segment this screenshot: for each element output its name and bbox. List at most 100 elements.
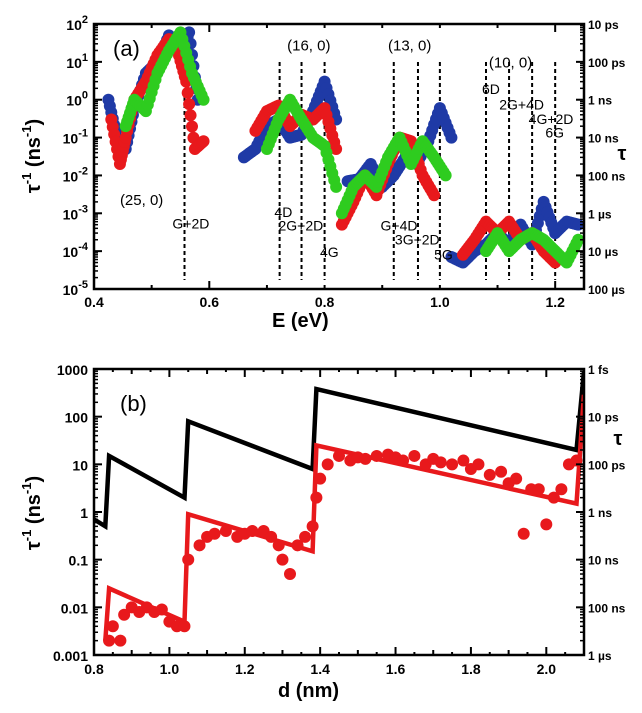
- b-xtick-label: 0.8: [84, 661, 104, 677]
- point-red-22: [272, 539, 285, 552]
- point-red-35: [370, 449, 383, 462]
- a-ytick-label: 10-2: [63, 165, 88, 184]
- point-red-42: [434, 456, 447, 469]
- a-ytick-label: 10-1: [63, 128, 88, 147]
- point-red-1: [106, 620, 119, 633]
- point-red-46: [472, 458, 485, 471]
- point-red-15: [208, 527, 221, 540]
- annotation-1: G+2D: [172, 215, 209, 231]
- point-red-0-49: [181, 86, 194, 99]
- point-red-16: [219, 524, 232, 537]
- point-red-43: [446, 458, 459, 471]
- point-red-3: [118, 608, 131, 621]
- a-rtick-label: 100 µs: [588, 283, 625, 297]
- b-xtick-label: 1.8: [461, 661, 481, 677]
- annotation-9: 3G+2D: [395, 231, 440, 247]
- point-red-50: [510, 472, 523, 485]
- b-ytick-label: 0.001: [53, 648, 88, 664]
- b-xtick-label: 2.0: [537, 661, 557, 677]
- b-rtick-label: 1 ns: [588, 506, 612, 520]
- a-ytick-label: 100: [66, 90, 88, 109]
- a-ytick-label: 10-5: [63, 279, 88, 298]
- b-ytick-label: 10: [72, 457, 88, 473]
- b-ytick-label: 0.1: [69, 553, 89, 569]
- b-ytick-label: 1: [80, 505, 88, 521]
- annotation-13: 4G+2D: [529, 111, 574, 127]
- a-rtick-label: 1 µs: [588, 207, 612, 221]
- point-red-0-51: [184, 109, 197, 122]
- b-rtick-label: 1 fs: [588, 363, 609, 377]
- point-red-56: [555, 483, 568, 496]
- a-xtick-label: 1.2: [545, 294, 565, 310]
- point-red-26: [299, 530, 312, 543]
- panel-a-xlabel: E (eV): [272, 310, 329, 332]
- panel-b-ticks: 0.8 1.0 1.2 1.4 1.6 1.8 2.0 0.001 0.01 0.1 1 10 100 1…: [53, 362, 626, 677]
- point-red-11: [178, 620, 191, 633]
- b-xtick-label: 1.6: [386, 661, 406, 677]
- point-red-27: [306, 520, 319, 533]
- point-red-19: [246, 524, 259, 537]
- point-red-0-50: [183, 98, 196, 111]
- b-rtick-label: 10 ns: [588, 554, 619, 568]
- point-red-0-52: [186, 120, 198, 133]
- b-rtick-label: 10 ps: [588, 411, 619, 425]
- b-xtick-label: 1.0: [160, 661, 180, 677]
- annotation-3: (13, 0): [388, 37, 431, 54]
- point-red-29: [314, 472, 327, 485]
- point-red-1-42: [330, 142, 343, 155]
- annotation-0: (25, 0): [120, 192, 163, 209]
- point-red-47: [483, 468, 496, 481]
- annotation-5: 4D: [274, 204, 292, 220]
- point-red-0: [103, 634, 116, 647]
- point-red-12: [182, 553, 195, 566]
- point-red-24: [284, 568, 296, 581]
- b-rtick-label: 1 µs: [588, 649, 612, 663]
- annotation-2: (16, 0): [287, 37, 330, 54]
- point-red-21: [265, 530, 278, 543]
- annotation-12: 2G+4D: [499, 97, 544, 113]
- panel-b-label: (b): [120, 391, 147, 416]
- point-red-34: [359, 452, 372, 465]
- panel-a-frame: [92, 22, 586, 291]
- b-ytick-label: 100: [65, 410, 89, 426]
- point-green-0-42: [197, 93, 210, 106]
- a-xtick-label: 0.4: [84, 294, 104, 310]
- a-xtick-label: 0.6: [200, 294, 220, 310]
- line-red: [103, 393, 584, 641]
- point-red-44: [457, 454, 470, 467]
- a-rtick-label: 10 µs: [588, 245, 619, 259]
- point-red-28: [310, 491, 323, 504]
- a-rtick-label: 100 ns: [588, 169, 626, 183]
- point-green-1-36: [330, 180, 343, 193]
- point-red-25: [291, 539, 304, 552]
- panel-a-ticks: 0.4 0.6 0.8 1.0 1.2 10-5 10-4 10-3 10-2 10-1 100 10…: [63, 14, 626, 310]
- a-ytick-label: 10-4: [63, 241, 89, 260]
- b-xtick-label: 1.2: [235, 661, 255, 677]
- point-red-8: [155, 603, 168, 616]
- point-red-38: [397, 454, 410, 467]
- a-xtick-label: 0.8: [315, 294, 335, 310]
- annotation-8: G+4D: [381, 218, 418, 234]
- annotation-11: 6D: [482, 81, 500, 97]
- b-xtick-label: 1.4: [310, 661, 330, 677]
- annotation-14: 6G: [545, 125, 564, 141]
- point-red-2-48: [428, 189, 441, 202]
- a-rtick-label: 100 ps: [588, 56, 626, 70]
- point-red-51: [517, 527, 530, 540]
- panel-a-ylabel: τ-1 (ns-1): [19, 119, 45, 193]
- panel-b-xlabel: d (nm): [278, 680, 339, 702]
- panel-b: 0.8 1.0 1.2 1.4 1.6 1.8 2.0 0.001 0.01 0.1 1 10 100 1…: [19, 362, 626, 702]
- b-ytick-label: 1000: [57, 362, 88, 378]
- panel-a-right-label: τ: [618, 143, 627, 165]
- panel-a-data: [102, 26, 584, 269]
- b-rtick-label: 100 ns: [588, 601, 626, 615]
- b-ytick-label: 0.01: [61, 600, 88, 616]
- panel-a-label: (a): [113, 36, 140, 61]
- point-red-2: [114, 634, 127, 647]
- b-rtick-label: 100 ps: [588, 458, 626, 472]
- a-xtick-label: 1.0: [430, 294, 450, 310]
- a-rtick-label: 10 ps: [588, 18, 619, 32]
- annotation-7: 4G: [320, 244, 339, 260]
